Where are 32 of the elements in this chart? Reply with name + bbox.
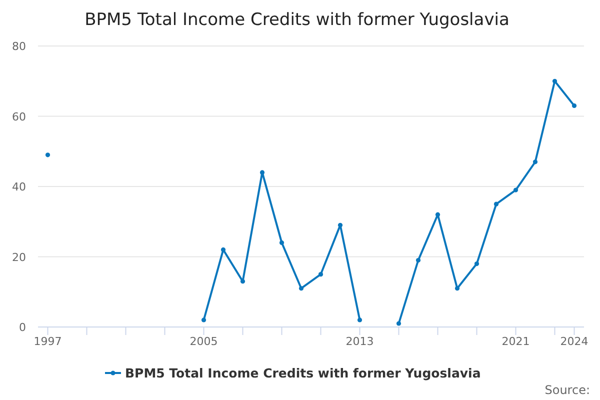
point: [240, 279, 246, 284]
point: [318, 272, 324, 277]
x-tick-label: 2021: [502, 335, 530, 348]
y-tick-label: 80: [12, 40, 26, 53]
point: [454, 286, 460, 291]
x-tick-label: 2005: [190, 335, 218, 348]
point: [552, 78, 558, 84]
point: [474, 261, 480, 266]
point: [279, 240, 284, 245]
point: [572, 103, 577, 108]
point: [338, 222, 343, 228]
point: [435, 212, 440, 217]
point: [45, 152, 50, 158]
x-tick-label: 1997: [34, 335, 62, 348]
y-tick-label: 20: [12, 250, 26, 264]
point: [513, 188, 518, 192]
point: [494, 202, 499, 206]
point: [396, 321, 402, 326]
point: [416, 258, 421, 263]
x-tick-label: 2013: [346, 335, 374, 348]
point: [260, 170, 265, 175]
y-tick-label: 40: [12, 180, 26, 194]
y-tick-label: 0: [19, 321, 26, 334]
y-tick-label: 60: [12, 110, 26, 124]
point: [532, 160, 538, 164]
legend-label: BPM5 Total Income Credits with former Yugoslavia: [125, 366, 481, 380]
chart-title: BPM5 Total Income Credits with former Yugoslavia: [84, 10, 510, 30]
point: [298, 286, 304, 291]
source-note: Source:: [544, 383, 590, 397]
point: [357, 318, 362, 322]
x-tick-label: 2024: [560, 335, 588, 348]
point: [201, 318, 206, 322]
